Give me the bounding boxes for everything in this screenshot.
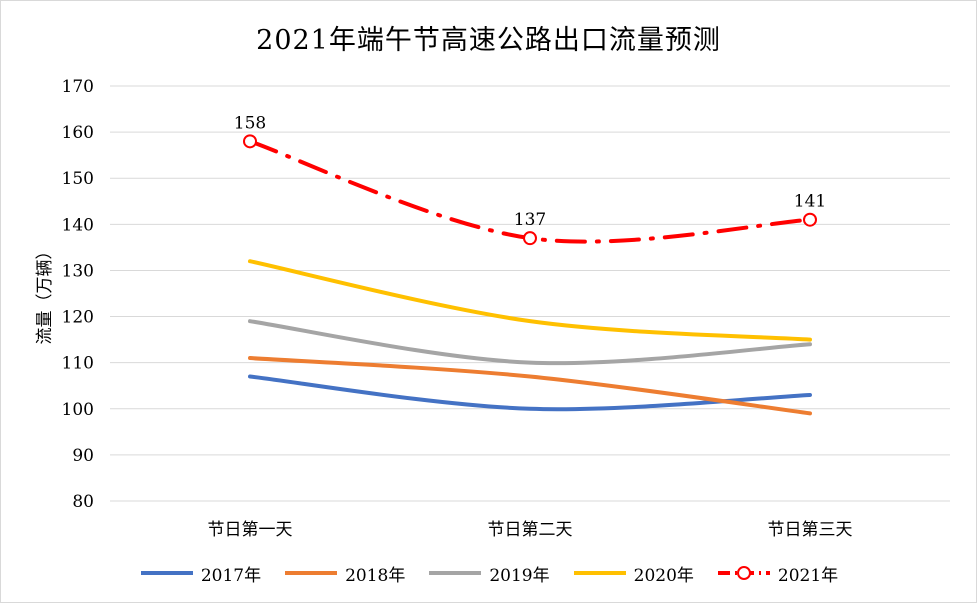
series-line-2 [248,319,812,366]
legend-item: 2018年 [283,561,405,586]
legend-item: 2017年 [139,561,261,586]
y-tick-label: 100 [62,400,94,420]
chart-legend: 2017年 2018年 2019年 2020年 2021年 [0,560,977,586]
legend-label: 2019年 [489,565,550,586]
data-label: 158 [234,113,266,133]
legend-label: 2020年 [633,565,694,586]
legend-item: 2020年 [572,561,694,586]
y-tick-label: 120 [62,308,94,328]
x-tick-label: 节日第一天 [208,520,293,540]
data-point-marker [523,231,537,246]
data-label: 141 [794,192,826,212]
y-tick-label: 130 [62,261,94,281]
data-point-marker [803,212,817,227]
y-tick-label: 80 [72,492,94,512]
y-tick-label: 170 [62,77,94,97]
y-tick-label: 90 [72,446,94,466]
legend-item: 2019年 [427,561,550,586]
y-tick-label: 150 [62,169,94,189]
y-tick-label: 160 [62,123,94,143]
legend-swatch [716,565,772,581]
series-line-1 [248,356,812,416]
legend-swatch [427,565,483,581]
y-tick-label: 110 [62,354,94,374]
legend-swatch [139,565,195,581]
legend-label: 2021年 [777,565,839,586]
legend-item: 2021年 [716,561,838,586]
data-label: 137 [514,210,546,230]
x-tick-label: 节日第二天 [488,520,573,540]
y-tick-label: 140 [62,215,94,235]
legend-label: 2018年 [345,565,406,586]
series-line-3 [248,259,812,342]
y-axis-label: 流量（万辆） [35,243,55,345]
x-tick-label: 节日第三天 [768,520,853,540]
data-point-marker [243,134,257,149]
legend-label: 2017年 [200,565,262,586]
legend-swatch [283,565,339,581]
legend-swatch [572,565,628,581]
series-line-0 [248,374,812,412]
chart-title: 2021年端午节高速公路出口流量预测 [256,25,721,56]
